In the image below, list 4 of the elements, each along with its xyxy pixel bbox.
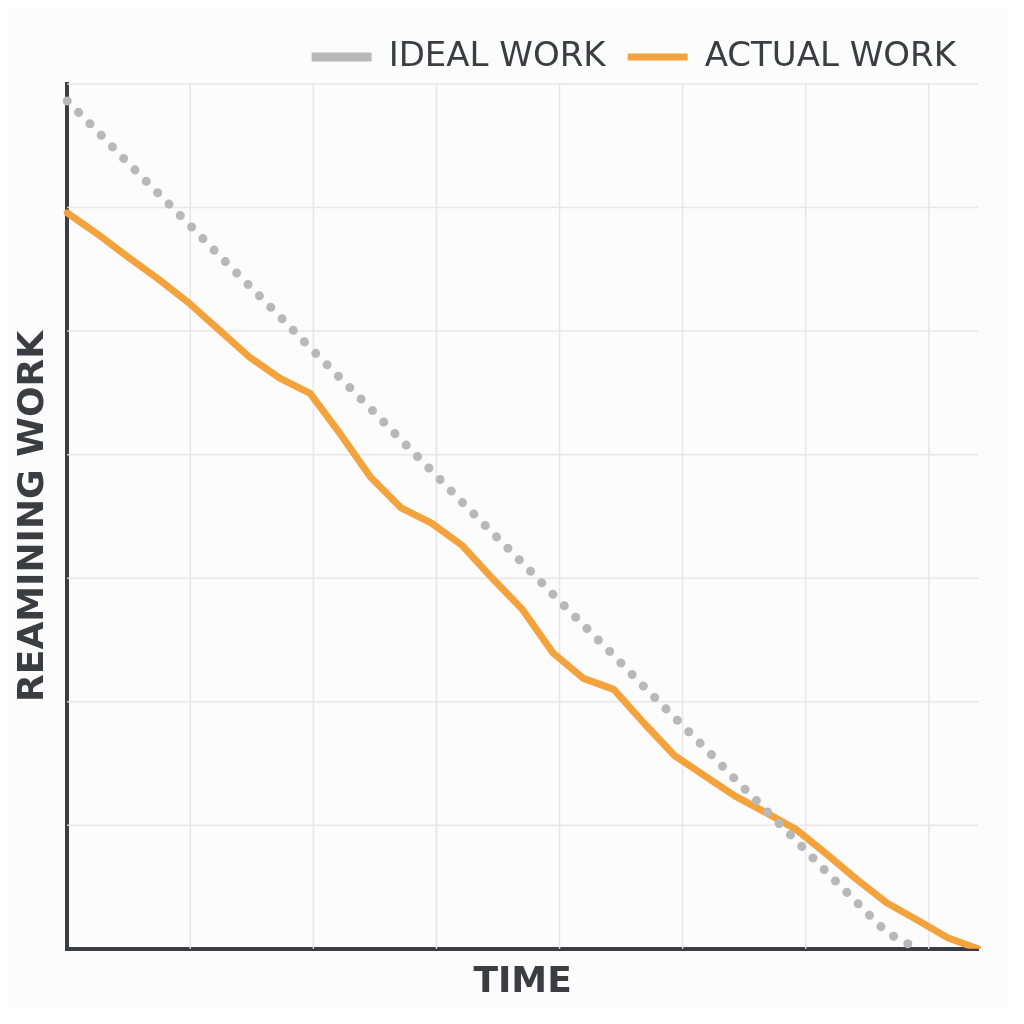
x-axis-title: TIME xyxy=(473,958,572,1000)
legend-label: IDEAL WORK xyxy=(388,33,608,74)
y-axis-title: REAMINING WORK xyxy=(9,329,51,702)
legend-label: ACTUAL WORK xyxy=(704,33,958,74)
